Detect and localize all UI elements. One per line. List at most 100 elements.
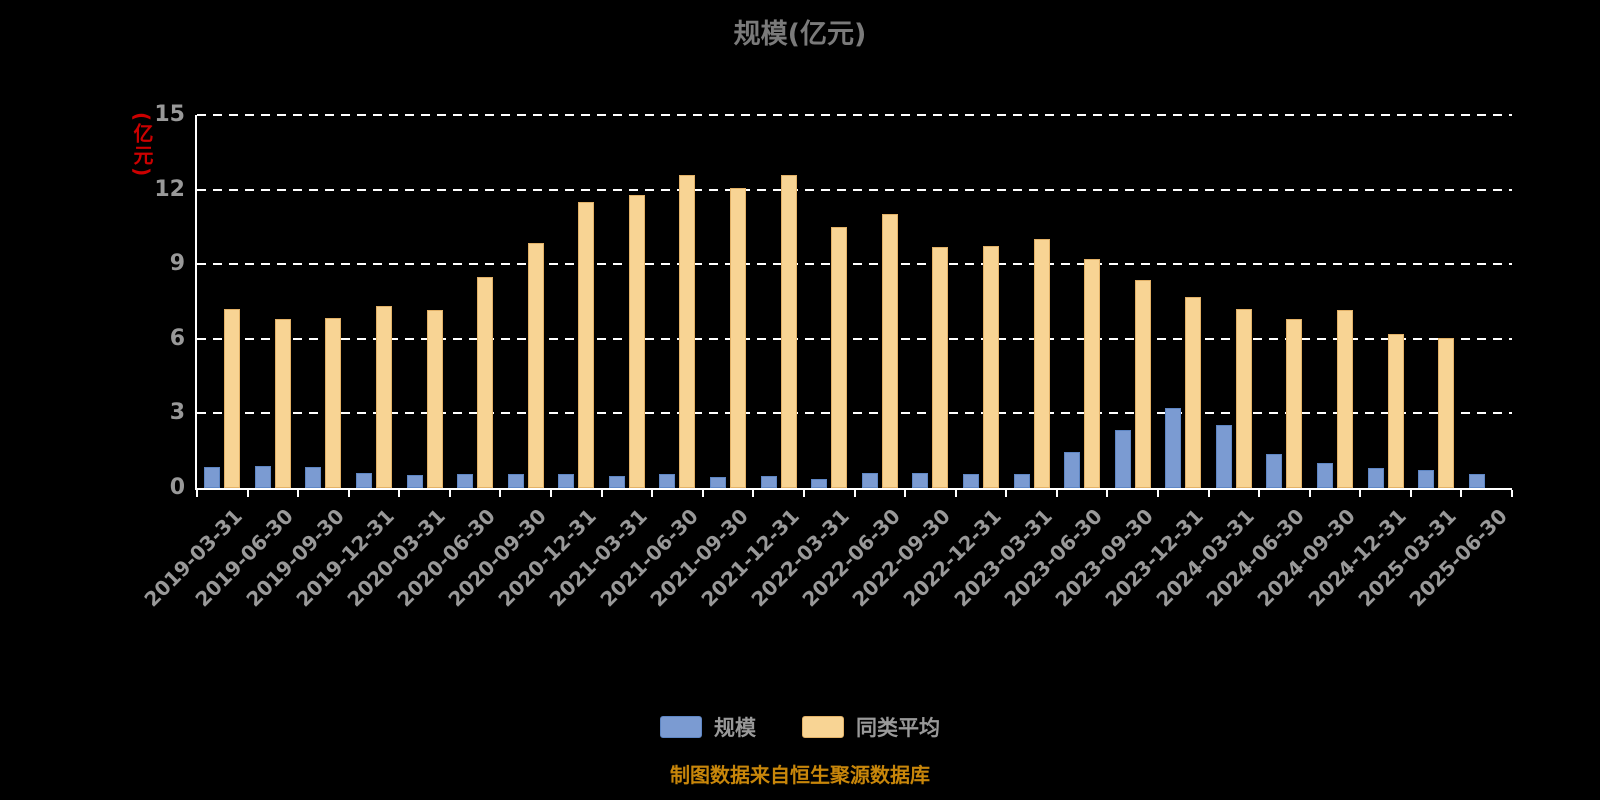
x-tick-mark <box>448 490 451 497</box>
bar-scale <box>710 477 727 488</box>
bar-scale <box>1316 463 1333 488</box>
bar-average <box>628 194 645 488</box>
x-tick-mark <box>1156 490 1159 497</box>
x-tick-mark <box>1359 490 1362 497</box>
y-axis-unit-label: (亿元) <box>130 112 154 179</box>
bar-scale <box>1064 451 1081 488</box>
x-tick-mark <box>802 490 805 497</box>
y-tick-label: 3 <box>169 400 185 426</box>
bar-average <box>376 306 393 488</box>
legend-label-average: 同类平均 <box>856 716 940 740</box>
x-tick-mark <box>752 490 755 497</box>
bar-average <box>982 245 999 488</box>
legend-item-scale[interactable]: 规模 <box>660 712 756 742</box>
chart-title: 规模(亿元) <box>733 19 867 50</box>
bar-average <box>1185 296 1202 488</box>
y-tick-label: 6 <box>169 325 185 351</box>
bar-average <box>1084 259 1101 488</box>
x-tick-mark <box>1258 490 1261 497</box>
legend-item-average[interactable]: 同类平均 <box>802 712 940 742</box>
gridline <box>197 114 1512 116</box>
x-tick-mark <box>600 490 603 497</box>
bar-scale <box>1468 474 1485 488</box>
legend-swatch-scale-icon <box>660 716 702 738</box>
x-tick-mark <box>904 490 907 497</box>
x-tick-mark <box>1005 490 1008 497</box>
bar-scale <box>305 466 322 488</box>
x-axis-labels: 2019-03-31 2019-06-30 2019-09-30 2019-12-31… <box>140 488 1512 638</box>
bar-scale <box>861 472 878 488</box>
x-tick-mark <box>1207 490 1210 497</box>
y-tick-label: 9 <box>169 251 185 277</box>
bar-scale <box>457 473 474 488</box>
bar-average <box>527 243 544 488</box>
bar-average <box>1387 333 1404 488</box>
x-tick-mark <box>499 490 502 497</box>
x-tick-mark <box>246 490 249 497</box>
bar-average <box>224 308 241 488</box>
x-tick-mark <box>1055 490 1058 497</box>
bar-average <box>881 214 898 488</box>
bar-scale <box>1367 468 1384 488</box>
bar-average <box>730 188 747 488</box>
bar-average <box>1336 310 1353 488</box>
bar-average <box>932 246 949 488</box>
bar-scale <box>1013 474 1030 488</box>
bar-average <box>780 174 797 488</box>
legend-swatch-average-icon <box>802 716 844 738</box>
bar-average <box>426 310 443 488</box>
bar-scale <box>608 476 625 488</box>
bar-scale <box>962 474 979 488</box>
bar-average <box>274 318 291 488</box>
x-tick-mark <box>853 490 856 497</box>
plot-area: 0 3 6 9 12 15 2019-03-31 2019-06-30 2019-09-30 2… <box>140 102 1513 611</box>
x-tick-mark <box>196 490 198 497</box>
bar-average <box>1286 318 1303 488</box>
bar-scale <box>254 465 271 488</box>
bar-average <box>1134 280 1151 488</box>
bar-scale <box>507 474 524 488</box>
legend-label-scale: 规模 <box>714 716 756 740</box>
bar-scale <box>406 475 423 488</box>
y-tick-label: 15 <box>154 102 185 127</box>
bar-scale <box>356 472 373 488</box>
bar-scale <box>1215 425 1232 488</box>
bar-scale <box>204 466 221 488</box>
x-tick-mark <box>297 490 300 497</box>
bar-average <box>679 174 696 488</box>
x-tick-mark <box>1511 490 1513 497</box>
bar-average <box>1033 239 1050 488</box>
x-tick-mark <box>1106 490 1109 497</box>
bar-scale <box>1418 470 1435 488</box>
x-tick-mark <box>347 490 350 497</box>
y-tick-label: 12 <box>154 176 185 202</box>
bar-average <box>1235 308 1252 488</box>
x-tick-mark <box>954 490 957 497</box>
x-tick-mark <box>651 490 654 497</box>
bar-scale <box>760 476 777 488</box>
x-tick-mark <box>1308 490 1311 497</box>
bar-scale <box>811 479 828 488</box>
gridline <box>197 188 1512 191</box>
bar-scale <box>659 474 676 488</box>
bar-average <box>325 317 342 488</box>
bar-average <box>477 276 494 488</box>
x-tick-mark <box>1460 490 1463 497</box>
bar-scale <box>1266 453 1283 488</box>
x-tick-mark <box>701 490 704 497</box>
bar-scale <box>558 474 575 488</box>
y-tick-label: 0 <box>169 475 185 500</box>
bar-average <box>578 202 595 488</box>
x-tick-mark <box>398 490 401 497</box>
bar-scale <box>912 473 929 488</box>
bar-scale <box>1114 430 1131 488</box>
bar-average <box>1438 337 1455 488</box>
x-tick-mark <box>1409 490 1412 497</box>
gridline <box>197 337 1512 340</box>
bar-average <box>831 226 848 488</box>
bar-scale <box>1165 408 1182 488</box>
x-tick-mark <box>550 490 553 497</box>
legend: 规模 同类平均 <box>0 712 1600 742</box>
gridline <box>197 412 1512 415</box>
